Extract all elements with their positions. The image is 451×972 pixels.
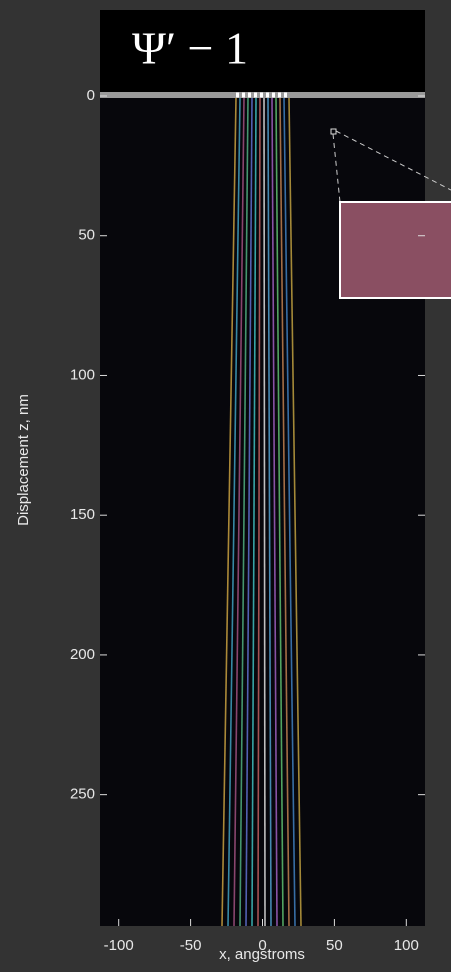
beam-line [264, 98, 265, 926]
x-tick-label: 100 [394, 937, 419, 954]
y-tick-label: 0 [87, 87, 95, 104]
y-tick-label: 100 [70, 366, 95, 383]
y-tick-label: 150 [70, 506, 95, 523]
page: Ψ′ − 1 Displacement z, nm x, angstroms -… [0, 0, 451, 972]
inset [340, 202, 451, 298]
y-tick-label: 200 [70, 646, 95, 663]
x-tick-label: -100 [104, 937, 134, 954]
chart-title: Ψ′ − 1 [132, 23, 248, 74]
y-tick-label: 250 [70, 786, 95, 803]
x-tick-label: -50 [180, 937, 202, 954]
x-tick-label: 50 [326, 937, 343, 954]
y-tick-label: 50 [78, 227, 95, 244]
chart: Ψ′ − 1 Displacement z, nm x, angstroms -… [0, 0, 451, 972]
y-axis-label: Displacement z, nm [15, 394, 32, 526]
x-tick-label: 0 [258, 937, 266, 954]
